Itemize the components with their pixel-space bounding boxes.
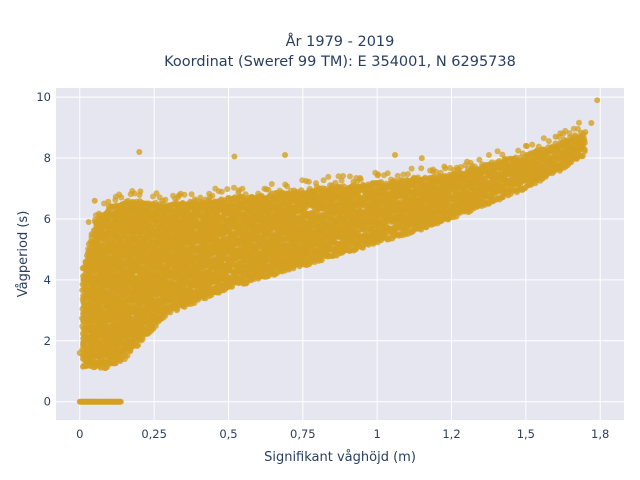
data-point <box>162 196 169 203</box>
data-point <box>239 185 246 192</box>
data-point <box>209 192 216 199</box>
data-point <box>188 191 195 198</box>
chart-title-line2: Koordinat (Sweref 99 TM): E 354001, N 62… <box>164 54 516 70</box>
data-point <box>131 190 138 197</box>
data-point <box>384 170 391 177</box>
data-point <box>340 173 347 179</box>
data-point <box>268 181 275 187</box>
chart-title-line1: År 1979 - 2019 <box>286 33 395 50</box>
data-point <box>325 173 332 180</box>
data-point <box>357 176 364 183</box>
data-point <box>224 186 231 193</box>
data-points <box>76 97 601 405</box>
data-point <box>105 198 112 205</box>
data-point <box>305 178 312 185</box>
data-point <box>375 171 382 178</box>
data-point <box>124 352 131 359</box>
data-point <box>181 191 188 198</box>
data-point <box>218 188 225 195</box>
data-point <box>118 194 125 201</box>
data-point <box>135 342 141 349</box>
data-point <box>408 165 415 172</box>
data-point <box>404 171 411 178</box>
data-point <box>347 173 353 180</box>
data-point <box>137 188 144 195</box>
